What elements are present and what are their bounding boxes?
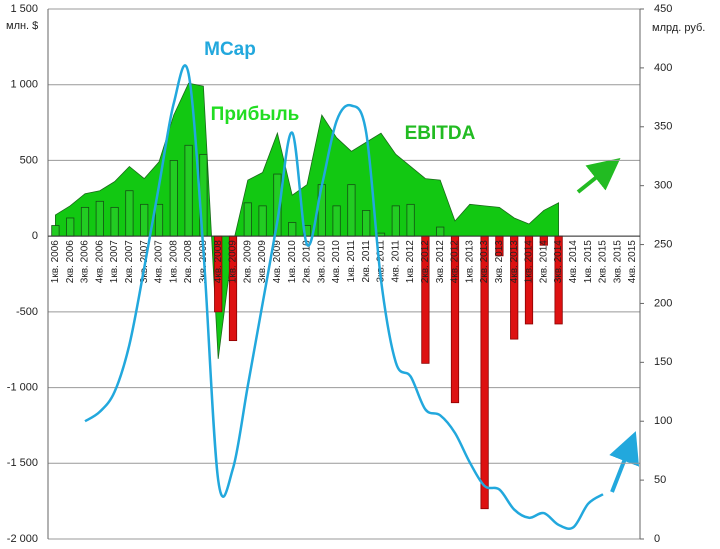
bar [80, 206, 90, 237]
x-tick-label: 2кв. 2008 [183, 240, 194, 283]
x-tick-label: 4кв. 2009 [272, 240, 283, 283]
y2-tick-label: 400 [654, 62, 672, 74]
y-axis-label: млн. $ [6, 20, 38, 32]
y-tick-label: 0 [32, 230, 38, 242]
bar [154, 203, 164, 237]
y2-tick-label: 300 [654, 180, 672, 192]
y-tick-label: -500 [16, 306, 38, 318]
x-tick-label: 1кв. 2009 [228, 240, 239, 283]
x-tick-label: 1кв. 2011 [346, 240, 357, 283]
annotation: EBITDA [405, 123, 476, 144]
x-tick-label: 2кв. 2014 [538, 240, 549, 283]
x-tick-label: 1кв. 2012 [405, 240, 416, 283]
x-tick-label: 2кв. 2012 [420, 240, 431, 283]
y2-tick-label: 450 [654, 3, 672, 15]
annotation: MCap [204, 39, 256, 60]
x-tick-label: 2кв. 2006 [65, 240, 76, 283]
bar [51, 225, 60, 237]
y-tick-label: -2 000 [7, 533, 38, 545]
bar [66, 217, 75, 237]
bar [347, 184, 356, 237]
bar [184, 144, 193, 237]
x-tick-label: 2кв. 2011 [361, 240, 372, 283]
bar [110, 206, 119, 237]
mcap-line [84, 64, 604, 530]
x-tick-label: 1кв. 2010 [287, 240, 298, 283]
x-tick-label: 2кв. 2007 [124, 240, 135, 283]
bar [140, 203, 149, 237]
bar [436, 226, 445, 237]
x-tick-label: 4кв. 2007 [154, 240, 165, 283]
bar [288, 222, 297, 237]
x-tick-label: 1кв. 2008 [168, 240, 179, 283]
x-tick-label: 4кв. 2013 [509, 240, 520, 283]
grid [48, 8, 640, 540]
ebitda-area [55, 82, 559, 359]
blue-arrow [609, 431, 640, 493]
x-tick-label: 2кв. 2010 [302, 240, 313, 283]
x-tick-label: 3кв. 2013 [494, 240, 505, 283]
annotation: Прибыль [211, 104, 300, 125]
x-tick-label: 3кв. 2009 [257, 240, 268, 283]
x-tick-label: 4кв. 2010 [331, 240, 342, 283]
x-tick-label: 4кв. 2008 [213, 240, 224, 283]
y2-tick-label: 250 [654, 238, 672, 250]
x-tick-label: 3кв. 2010 [316, 240, 327, 283]
y2-tick-label: 0 [654, 533, 660, 545]
bar [125, 190, 134, 237]
bar [169, 160, 178, 237]
y2-tick-label: 100 [654, 415, 672, 427]
x-tick-label: 3кв. 2006 [80, 240, 91, 283]
x-tick-label: 3кв. 2014 [553, 240, 564, 283]
x-tick-label: 1кв. 2006 [50, 240, 61, 283]
bar [243, 202, 252, 237]
x-tick-label: 4кв. 2014 [568, 240, 579, 283]
x-tick-label: 1кв. 2007 [109, 240, 120, 283]
y2-tick-label: 150 [654, 356, 672, 368]
x-tick-label: 3кв. 2015 [612, 240, 623, 283]
bar [332, 205, 341, 237]
y2-axis-label: млрд. руб. [652, 22, 705, 34]
x-tick-label: 1кв. 2014 [524, 240, 535, 283]
y-tick-label: 1 500 [10, 3, 38, 15]
bar [95, 200, 104, 237]
x-tick-label: 3кв. 2011 [376, 240, 387, 283]
x-tick-label: 4кв. 2011 [390, 240, 401, 283]
bar [258, 205, 267, 237]
y2-tick-label: 200 [654, 297, 672, 309]
bar [362, 209, 371, 237]
y2-tick-label: 50 [654, 474, 666, 486]
x-tick-label: 4кв. 2015 [627, 240, 638, 283]
y-tick-label: -1 000 [7, 381, 38, 393]
y-tick-label: 1 000 [10, 79, 38, 91]
x-tick-label: 1кв. 2015 [583, 240, 594, 283]
green-arrow [576, 158, 621, 194]
bar [391, 205, 400, 237]
x-tick-label: 2кв. 2009 [242, 240, 253, 283]
x-tick-label: 4кв. 2012 [450, 240, 461, 283]
x-tick-label: 3кв. 2012 [435, 240, 446, 283]
y-tick-label: -1 500 [7, 457, 38, 469]
y-tick-label: 500 [20, 154, 38, 166]
x-tick-label: 2кв. 2013 [479, 240, 490, 283]
y2-tick-label: 350 [654, 121, 672, 133]
x-tick-label: 2кв. 2015 [598, 240, 609, 283]
bar [406, 203, 415, 237]
x-tick-label: 1кв. 2013 [464, 240, 475, 283]
x-tick-label: 4кв. 2006 [94, 240, 105, 283]
